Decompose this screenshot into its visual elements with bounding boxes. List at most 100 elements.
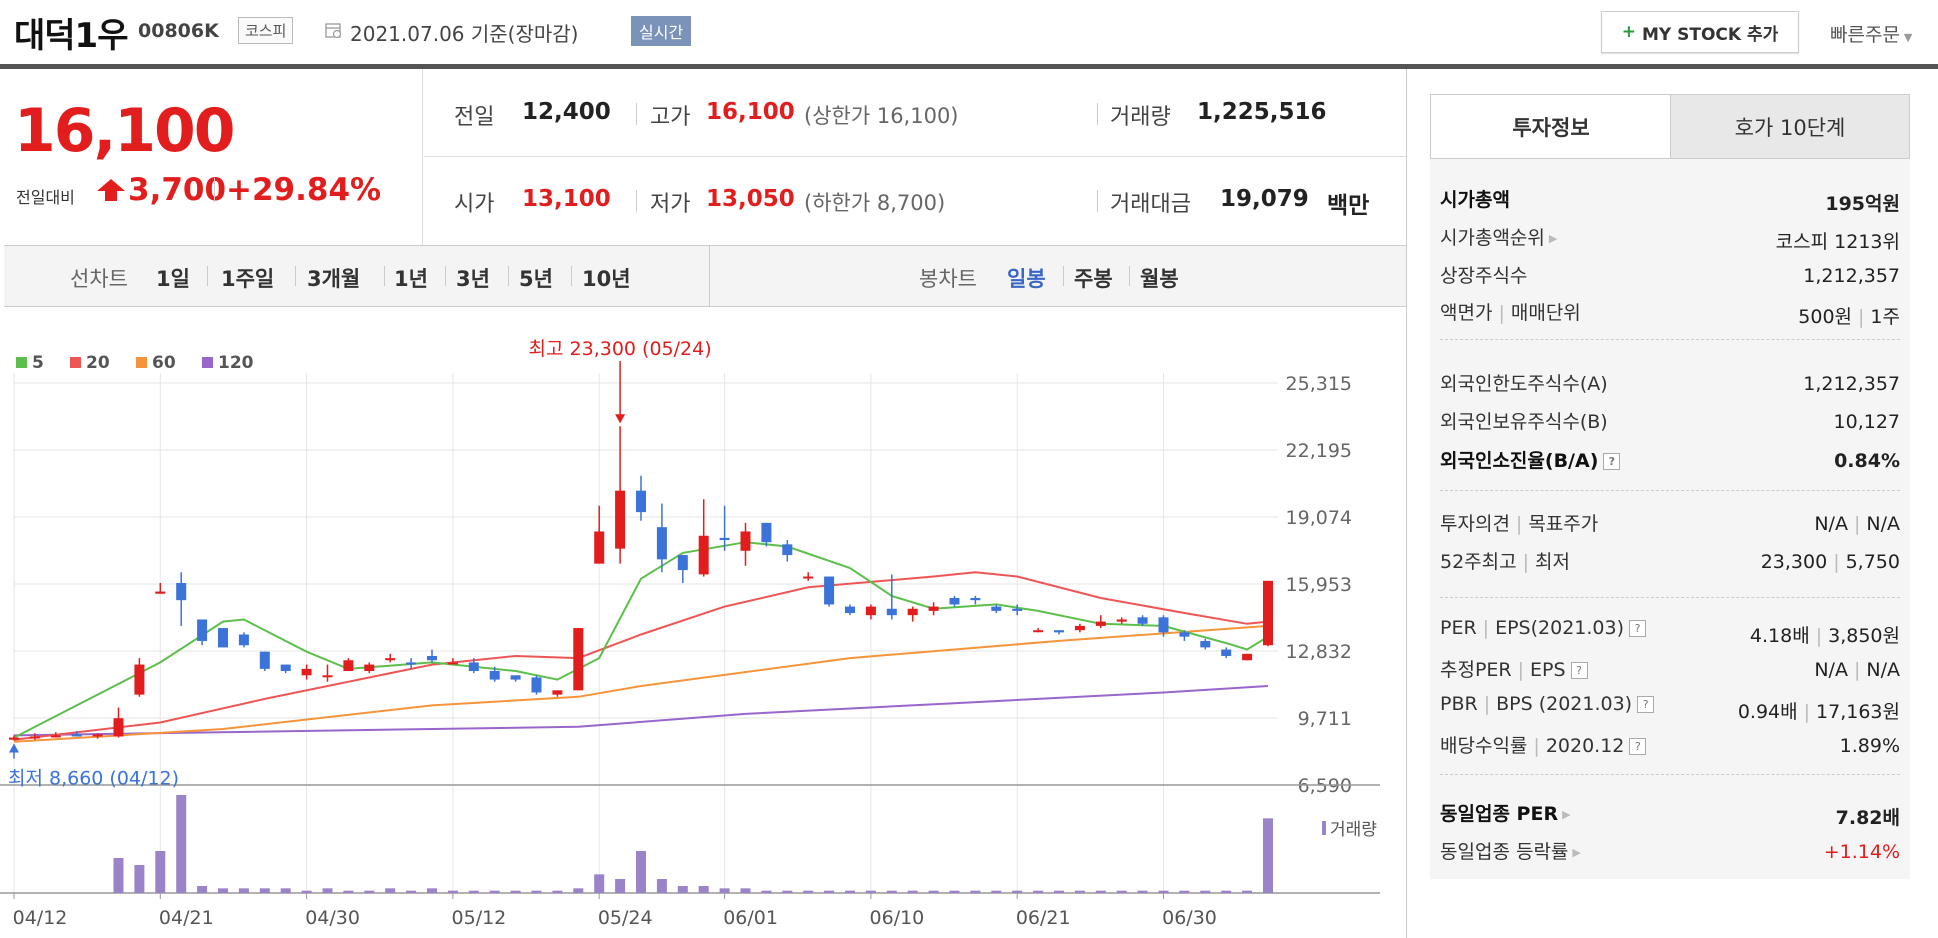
volume-bar (134, 865, 145, 893)
row-label-text-2: 매매단위 (1510, 302, 1581, 324)
divider (445, 266, 446, 286)
volume-value: 1,225,516 (1197, 99, 1327, 125)
volume-bar (928, 890, 939, 893)
row-label-text-2: EPS (1530, 659, 1566, 681)
y-tick-label: 19,074 (1286, 507, 1352, 529)
candle-weekly[interactable]: 주봉 (1074, 267, 1113, 291)
value-text: 23,300 (1760, 551, 1828, 573)
info-row-value: 195억원 (1825, 189, 1900, 216)
period-3y[interactable]: 3년 (456, 267, 490, 291)
candle-body (949, 598, 960, 605)
open-value: 13,100 (522, 186, 611, 212)
help-icon[interactable]: ? (1570, 662, 1588, 679)
info-row: 배당수익률 | 2020.12? 1.89% (1430, 731, 1910, 767)
period-3m[interactable]: 3개월 (307, 267, 361, 291)
candle-body (301, 668, 312, 676)
info-row: 외국인한도주식수(A) 1,212,357 (1430, 369, 1910, 405)
info-row: 동일업종 등락률 ▶ +1.14% (1430, 837, 1910, 873)
divider (571, 266, 572, 286)
volume-legend-label: 거래량 (1330, 820, 1377, 840)
chevron-right-icon: ▶ (1572, 846, 1581, 859)
volume-bar (886, 890, 897, 893)
help-icon[interactable]: ? (1637, 696, 1655, 713)
candle-body (1074, 625, 1085, 631)
info-row-value: 0.84% (1834, 450, 1900, 472)
info-row-label: 외국인한도주식수(A) (1440, 369, 1608, 396)
realtime-badge[interactable]: 실시간 (631, 16, 692, 46)
volume-bar (343, 890, 354, 893)
volume-bar (364, 890, 375, 893)
my-stock-add-button[interactable]: + MY STOCK 추가 (1601, 11, 1799, 53)
info-row-label[interactable]: 시가총액순위 ▶ (1440, 223, 1557, 250)
divider: | (1517, 659, 1525, 681)
candle-body (656, 527, 667, 560)
quick-order-button[interactable]: 빠른주문 ▼ (1830, 20, 1912, 47)
value-text: 0.84% (1834, 450, 1900, 472)
info-row-label: 외국인보유주식수(B) (1440, 407, 1608, 434)
value-text-2: N/A (1866, 659, 1900, 681)
row-label-text: 투자의견 (1440, 513, 1510, 535)
divider (636, 103, 637, 125)
info-row: PER | EPS(2021.03)? 4.18배 | 3,850원 (1430, 617, 1910, 653)
divider (384, 266, 385, 286)
x-tick-label: 04/21 (159, 907, 214, 929)
candle-daily[interactable]: 일봉 (1007, 267, 1046, 291)
change-value: 3,700 (128, 172, 227, 208)
candle-body (176, 582, 187, 601)
volume-bar (970, 890, 981, 893)
volume-bar (113, 858, 124, 893)
info-row: 52주최고 | 최저 23,300 | 5,750 (1430, 547, 1910, 583)
divider: | (1853, 659, 1861, 681)
change-label: 전일대비 (16, 188, 75, 207)
candle-body (468, 662, 479, 672)
prev-close-value: 12,400 (522, 99, 611, 125)
volume-bar (447, 890, 458, 893)
info-row-label: 투자의견 | 목표주가 (1440, 509, 1598, 536)
row-label-text-2: EPS(2021.03) (1495, 617, 1624, 639)
help-icon[interactable]: ? (1603, 453, 1621, 470)
ma5-line (13, 541, 1269, 739)
volume-bar (197, 886, 208, 893)
help-icon[interactable]: ? (1629, 620, 1646, 637)
value-text-2: 1주 (1870, 306, 1900, 328)
price-chart[interactable]: 25,315 22,195 19,074 15,953 12,832 9,711 6,590… (0, 305, 1406, 938)
divider: | (1498, 302, 1505, 324)
period-5y[interactable]: 5년 (519, 267, 553, 291)
help-icon[interactable]: ? (1629, 738, 1647, 755)
info-row-value: 1.89% (1840, 735, 1900, 757)
candle-body (343, 660, 354, 672)
tab-orderbook-10[interactable]: 호가 10단계 (1670, 94, 1910, 160)
candle-body (1012, 608, 1023, 611)
volume-bar (845, 890, 855, 893)
tab-invest-info[interactable]: 투자정보 (1430, 94, 1672, 159)
period-1w[interactable]: 1주일 (221, 267, 275, 291)
volume-bar (280, 888, 291, 893)
section-divider (1440, 597, 1900, 598)
value-text-2: 5,750 (1845, 551, 1900, 573)
candle-body (280, 664, 291, 672)
info-row: 추정PER | EPS? N/A | N/A (1430, 655, 1910, 691)
period-1y[interactable]: 1년 (394, 267, 428, 291)
volume-label: 거래량 (1110, 105, 1171, 130)
volume-bar (719, 888, 730, 893)
info-row-value: 0.94배 | 17,163원 (1738, 697, 1900, 724)
candle-monthly[interactable]: 월봉 (1140, 267, 1179, 291)
row-label-text: 외국인한도주식수(A) (1440, 373, 1608, 395)
volume-bar (552, 890, 563, 893)
divider (709, 246, 710, 306)
change-percent: +29.84% (226, 172, 382, 208)
lower-limit: (하한가 8,700) (804, 191, 946, 215)
info-row-label: PBR | BPS (2021.03)? (1440, 693, 1655, 715)
x-tick-label: 06/01 (723, 907, 778, 929)
info-row-label[interactable]: 동일업종 PER ▶ (1440, 799, 1571, 826)
candle-body (197, 619, 208, 641)
info-row-label[interactable]: 동일업종 등락률 ▶ (1440, 837, 1581, 864)
period-10y[interactable]: 10년 (582, 267, 631, 291)
volume-bar (1074, 890, 1085, 893)
legend-label: 60 (152, 353, 176, 373)
row-label-text-2: 최저 (1535, 551, 1570, 573)
info-row: 외국인보유주식수(B) 10,127 (1430, 407, 1910, 443)
volume-bar (1221, 890, 1232, 893)
period-1d[interactable]: 1일 (156, 267, 190, 291)
candle-body (238, 634, 249, 646)
